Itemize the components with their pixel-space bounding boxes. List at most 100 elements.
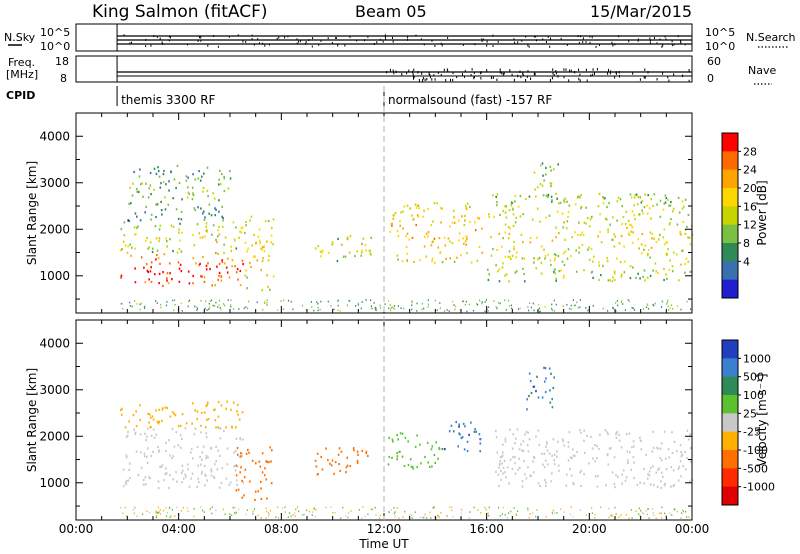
data-pixel bbox=[157, 445, 159, 449]
data-pixel bbox=[514, 195, 517, 198]
data-pixel bbox=[213, 408, 215, 412]
nsky-dot bbox=[356, 39, 358, 42]
noise-pixel bbox=[527, 509, 529, 512]
data-pixel bbox=[263, 250, 266, 253]
noise-pixel bbox=[591, 512, 593, 514]
data-pixel bbox=[156, 254, 158, 257]
data-pixel bbox=[272, 243, 274, 246]
data-pixel bbox=[496, 201, 498, 204]
colorbar-swatch bbox=[722, 431, 738, 451]
nsky-dot bbox=[578, 41, 580, 44]
velocity-ylabel: Slant Range [km] bbox=[25, 368, 39, 472]
data-pixel bbox=[125, 481, 127, 484]
data-pixel bbox=[613, 482, 616, 486]
data-pixel bbox=[556, 455, 558, 458]
noise-pixel bbox=[496, 307, 498, 310]
data-pixel bbox=[450, 424, 453, 427]
freq-dot bbox=[408, 69, 410, 73]
noise-pixel bbox=[454, 305, 457, 308]
noise-pixel bbox=[579, 509, 582, 511]
data-pixel bbox=[251, 244, 253, 247]
data-pixel bbox=[227, 187, 230, 190]
data-pixel bbox=[314, 459, 317, 462]
data-pixel bbox=[154, 273, 156, 276]
noise-pixel bbox=[209, 300, 211, 302]
data-pixel bbox=[545, 166, 547, 170]
colorbar-swatch bbox=[722, 450, 738, 469]
data-pixel bbox=[269, 288, 271, 291]
noise-pixel bbox=[252, 512, 254, 515]
noise-pixel bbox=[296, 506, 298, 508]
data-pixel bbox=[332, 241, 334, 244]
data-pixel bbox=[202, 190, 204, 193]
data-pixel bbox=[612, 276, 614, 279]
data-pixel bbox=[124, 244, 127, 247]
data-pixel bbox=[607, 279, 610, 282]
data-pixel bbox=[195, 262, 197, 265]
noise-pixel bbox=[554, 512, 556, 514]
data-pixel bbox=[263, 474, 266, 477]
data-pixel bbox=[147, 247, 149, 250]
freq-dot bbox=[673, 73, 675, 76]
nsky-dot bbox=[253, 43, 255, 46]
noise-pixel bbox=[349, 300, 351, 302]
data-pixel bbox=[618, 439, 621, 442]
colorbar-tick-label: 16 bbox=[743, 200, 757, 213]
data-pixel bbox=[550, 169, 552, 172]
data-pixel bbox=[594, 444, 596, 447]
noise-pixel bbox=[171, 508, 173, 511]
data-pixel bbox=[553, 268, 556, 271]
noise-pixel bbox=[263, 302, 266, 304]
data-pixel bbox=[504, 274, 506, 277]
data-pixel bbox=[441, 447, 444, 451]
data-pixel bbox=[606, 431, 609, 434]
data-pixel bbox=[219, 437, 222, 440]
noise-pixel bbox=[224, 513, 226, 516]
noise-pixel bbox=[155, 516, 157, 519]
colorbar-swatch bbox=[722, 133, 738, 152]
noise-pixel bbox=[342, 506, 344, 509]
noise-pixel bbox=[361, 301, 363, 303]
nsky-dot bbox=[251, 34, 253, 37]
data-pixel bbox=[598, 192, 601, 195]
data-pixel bbox=[631, 226, 634, 229]
data-pixel bbox=[554, 272, 556, 275]
noise-pixel bbox=[360, 307, 362, 310]
data-pixel bbox=[207, 418, 210, 421]
data-pixel bbox=[646, 204, 648, 207]
data-pixel bbox=[242, 263, 244, 266]
data-pixel bbox=[270, 460, 272, 463]
data-pixel bbox=[133, 170, 135, 174]
noise-pixel bbox=[451, 509, 453, 512]
noise-pixel bbox=[208, 307, 210, 309]
nsky-dot bbox=[150, 44, 152, 47]
data-pixel bbox=[566, 257, 569, 260]
data-pixel bbox=[554, 257, 556, 260]
noise-pixel bbox=[411, 517, 413, 519]
data-pixel bbox=[679, 232, 682, 235]
nsky-dot bbox=[379, 38, 381, 41]
data-pixel bbox=[268, 254, 270, 258]
nsky-dot bbox=[517, 41, 519, 44]
noise-pixel bbox=[134, 507, 136, 509]
noise-pixel bbox=[506, 517, 508, 519]
freq-dot bbox=[610, 70, 612, 73]
data-pixel bbox=[657, 447, 659, 450]
freq-dot bbox=[688, 79, 690, 83]
noise-pixel bbox=[131, 305, 133, 308]
data-pixel bbox=[202, 445, 205, 448]
data-pixel bbox=[127, 219, 129, 222]
data-pixel bbox=[191, 472, 194, 475]
data-pixel bbox=[516, 270, 518, 273]
noise-pixel bbox=[488, 514, 490, 517]
noise-pixel bbox=[139, 303, 141, 306]
noise-pixel bbox=[166, 301, 168, 303]
data-pixel bbox=[162, 173, 165, 176]
noise-pixel bbox=[196, 309, 198, 311]
data-pixel bbox=[206, 166, 209, 169]
data-pixel bbox=[188, 485, 191, 488]
data-pixel bbox=[564, 250, 567, 253]
data-pixel bbox=[244, 468, 247, 471]
data-pixel bbox=[657, 271, 659, 275]
data-pixel bbox=[642, 275, 644, 278]
